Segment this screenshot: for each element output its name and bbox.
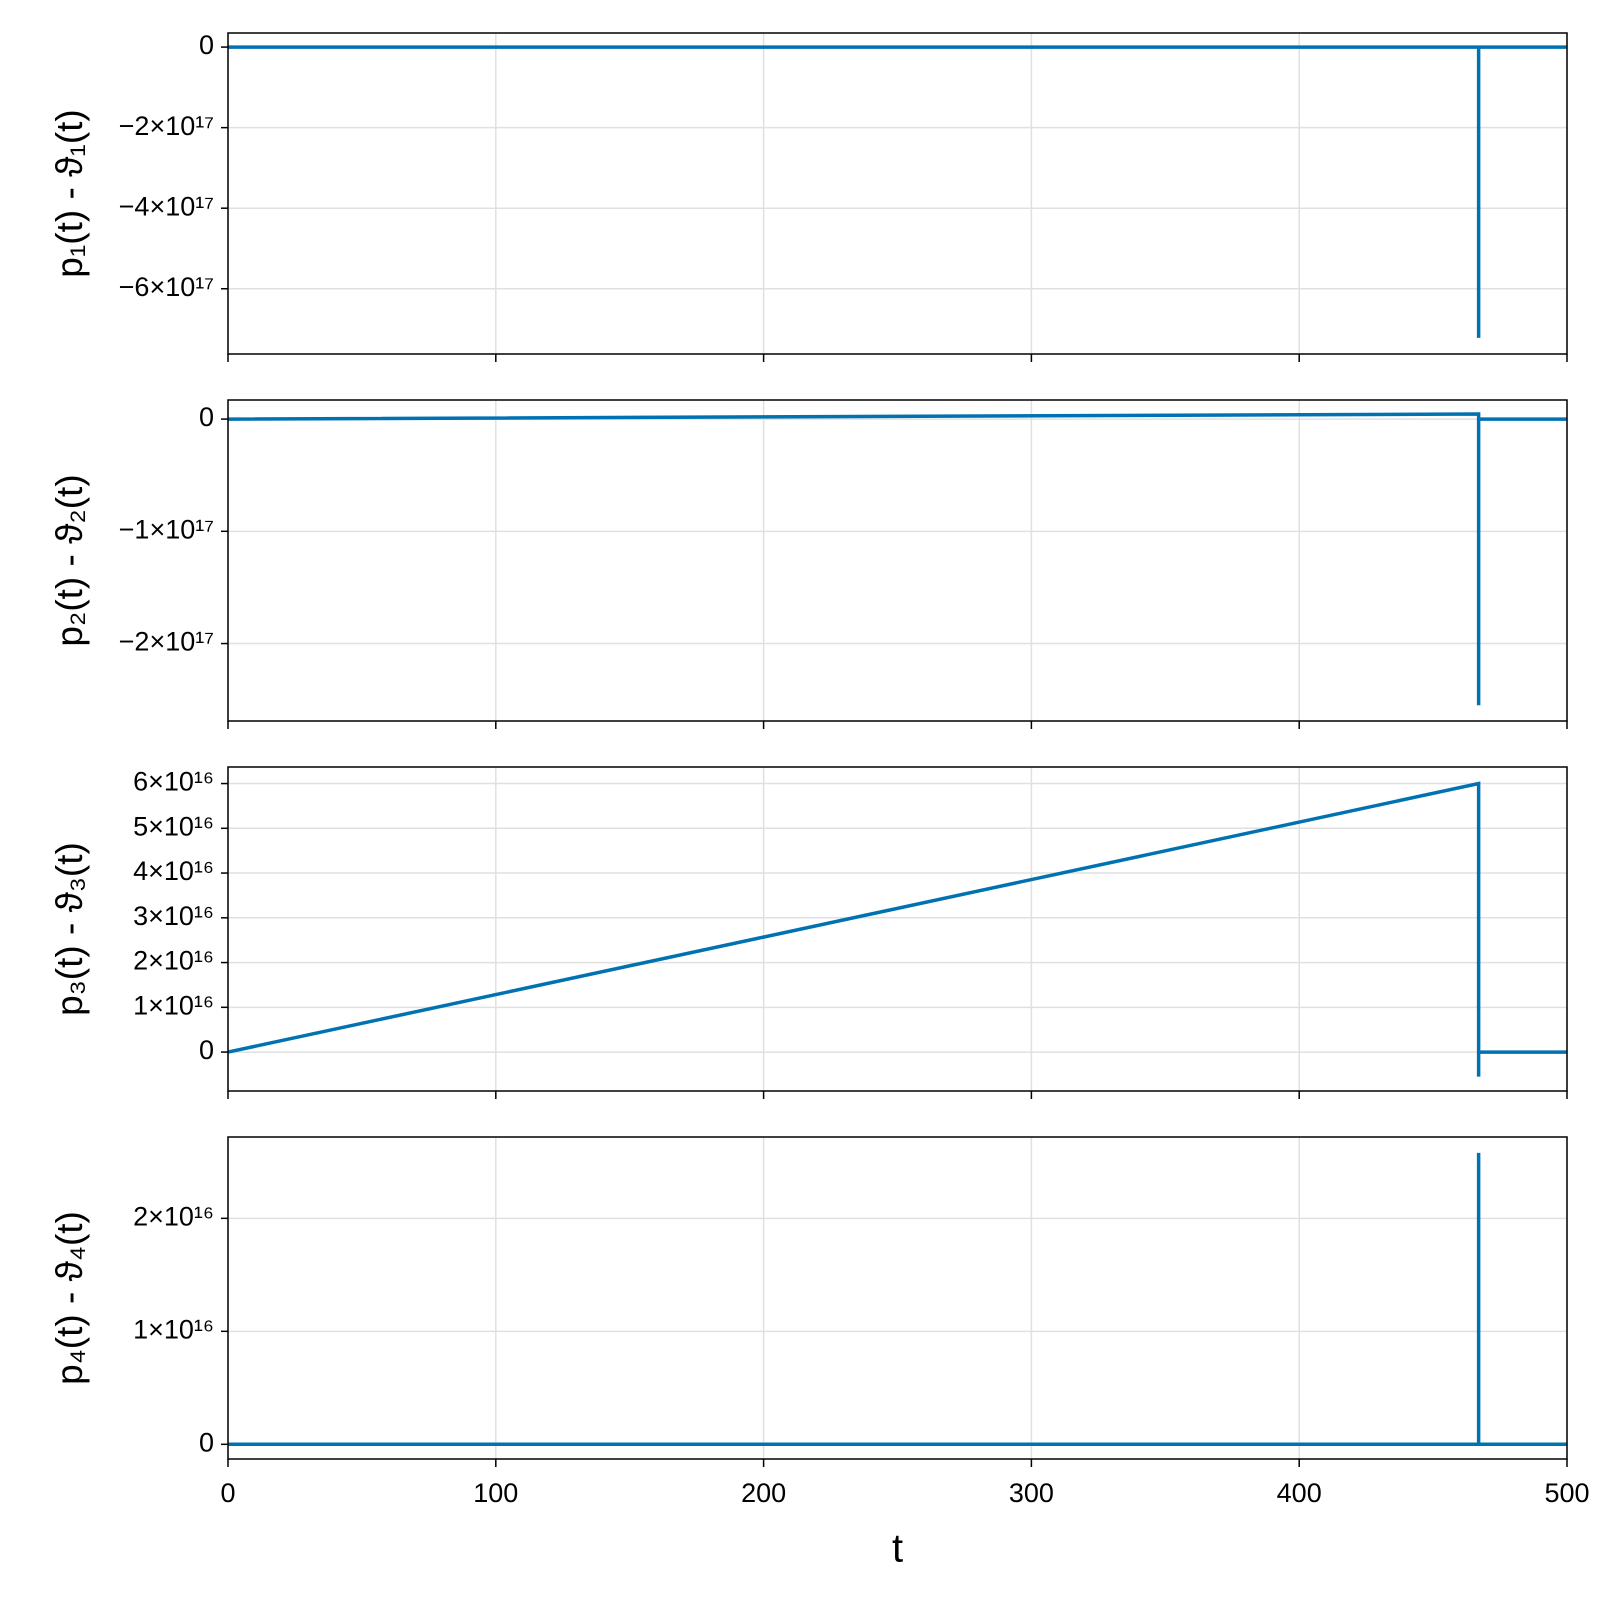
line-series: [227, 781, 1567, 1077]
plot-frame: [227, 1136, 1568, 1460]
y-tick-label: 0: [199, 1427, 214, 1457]
y-tick-label: 0: [199, 402, 214, 432]
plot-frame: [227, 32, 1568, 355]
y-axis-label: p₁(t) - ϑ₁(t): [49, 109, 90, 278]
y-tick-label: −4×10¹⁷: [119, 191, 214, 221]
y-tick-label: 3×10¹⁶: [133, 901, 214, 931]
y-tick-label: 6×10¹⁶: [133, 767, 214, 797]
y-axis-label: p₂(t) - ϑ₂(t): [49, 474, 90, 646]
y-tick-label: 0: [199, 30, 214, 60]
x-tick-label: 200: [741, 1478, 786, 1508]
x-tick-label: 0: [220, 1478, 235, 1508]
x-tick-label: 100: [473, 1478, 518, 1508]
y-tick-label: −6×10¹⁷: [119, 272, 214, 302]
y-tick-label: 2×10¹⁶: [133, 946, 214, 976]
y-axis-label: p₄(t) - ϑ₄(t): [49, 1211, 90, 1385]
line-series: [227, 412, 1567, 706]
y-tick-label: 1×10¹⁶: [133, 990, 214, 1020]
y-axis-label: p₃(t) - ϑ₃(t): [49, 842, 90, 1016]
x-tick-label: 500: [1544, 1478, 1589, 1508]
y-tick-label: 2×10¹⁶: [133, 1201, 214, 1231]
y-tick-label: 0: [199, 1035, 214, 1065]
y-tick-label: −1×10¹⁷: [119, 514, 214, 544]
line-series: [228, 45, 1567, 338]
y-tick-label: 4×10¹⁶: [133, 856, 214, 886]
y-tick-label: −2×10¹⁷: [119, 627, 214, 657]
y-tick-label: −2×10¹⁷: [119, 111, 214, 141]
x-axis-label: t: [892, 1527, 903, 1571]
y-tick-label: 5×10¹⁶: [133, 811, 214, 841]
line-series: [228, 1152, 1567, 1447]
plot-frame: [227, 766, 1568, 1092]
x-tick-label: 300: [1009, 1478, 1054, 1508]
y-tick-label: 1×10¹⁶: [133, 1314, 214, 1344]
x-tick-label: 400: [1277, 1478, 1322, 1508]
plot-frame: [227, 399, 1568, 722]
